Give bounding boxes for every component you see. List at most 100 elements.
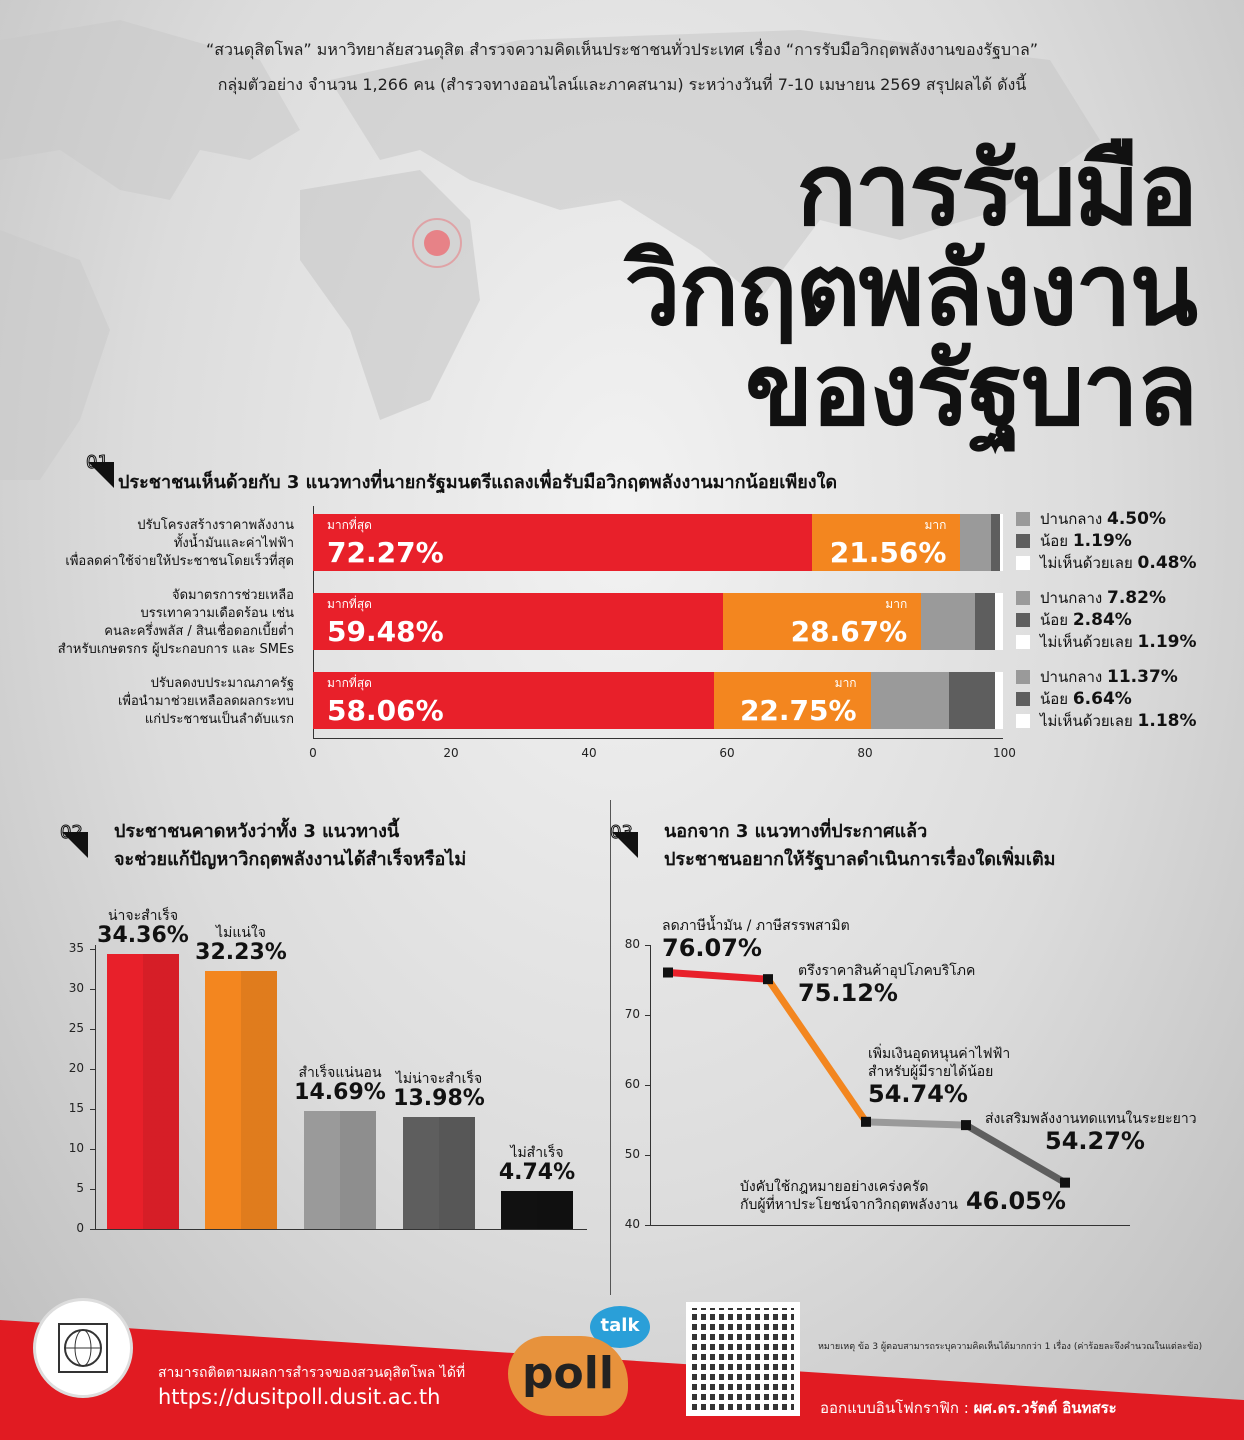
legend-label: ไม่เห็นด้วยเลย: [1040, 554, 1138, 572]
point-label: ลดภาษีน้ำมัน / ภาษีสรรพสามิต 76.07%: [662, 917, 850, 961]
legend-item: ไม่เห็นด้วยเลย 0.48%: [1016, 552, 1197, 574]
point-value-label: 54.27%: [1045, 1127, 1145, 1155]
category-label: ปรับลดงบประมาณภาครัฐ เพื่อนำมาช่วยเหลือลด…: [0, 675, 294, 729]
bar-category-label: ไม่น่าจะสำเร็จ: [395, 1071, 483, 1088]
bar-segment-3: [975, 593, 995, 650]
y-axis: [650, 945, 651, 1226]
header-line-1: “สวนดุสิตโพล” มหาวิทยาลัยสวนดุสิต สำรวจค…: [205, 40, 1039, 59]
point-category-label: ตรึงราคาสินค้าอุปโภคบริโภค: [798, 962, 975, 980]
legend-label: ไม่เห็นด้วยเลย: [1040, 633, 1138, 651]
y-tick-label: 5: [76, 1181, 84, 1195]
legend-label: ปานกลาง: [1040, 589, 1107, 607]
point-category-line: สำหรับผู้มีรายได้น้อย: [868, 1064, 994, 1080]
y-tick-label: 35: [68, 941, 84, 955]
y-tick: [645, 1155, 650, 1156]
bar-value-label: 34.36%: [97, 923, 189, 949]
data-point: [763, 974, 773, 985]
bar-segment-1: มาก 28.67%: [723, 593, 922, 650]
bar-label: น่าจะสำเร็จ 34.36%: [83, 908, 203, 948]
section-03-title-line: นอกจาก 3 แนวทางที่ประกาศแล้ว: [664, 821, 928, 842]
y-tick-label: 10: [68, 1141, 84, 1155]
point-category-label: ส่งเสริมพลังงานทดแทนในระยะยาว: [985, 1110, 1197, 1128]
designer-label: ออกแบบอินโฟกราฟิก :: [820, 1399, 974, 1417]
category-label-line: บรรเทาความเดือดร้อน เช่น: [140, 606, 295, 621]
legend-value: 4.50%: [1107, 509, 1166, 529]
y-tick-label: 80: [624, 937, 640, 951]
bar-segment-1: มาก 22.75%: [713, 672, 871, 729]
point-category-line: เพิ่มเงินอุดหนุนค่าไฟฟ้า: [868, 1046, 1011, 1062]
legend-item: น้อย 2.84%: [1016, 609, 1132, 631]
bar-value-label: 13.98%: [393, 1086, 485, 1112]
legend-swatch: [1016, 692, 1030, 706]
website-link[interactable]: https://dusitpoll.dusit.ac.th: [158, 1385, 441, 1409]
category-label-line: สำหรับเกษตรกร ผู้ประกอบการ และ SMEs: [57, 642, 294, 657]
axis-line: [313, 738, 1003, 739]
bar: [501, 1191, 573, 1229]
divider: [610, 800, 611, 1295]
x-axis: [650, 1225, 1130, 1226]
bar-label: ไม่สำเร็จ 4.74%: [477, 1145, 597, 1185]
y-tick: [90, 949, 95, 950]
bar-category-label: น่าจะสำเร็จ: [107, 908, 179, 925]
legend-label: น้อย: [1040, 611, 1073, 629]
title-line-3: ของรัฐบาล: [744, 331, 1198, 448]
point-category-line: ลดภาษีน้ำมัน / ภาษีสรรพสามิต: [662, 918, 850, 934]
bar-segment-value-label: 22.75%: [739, 694, 857, 727]
x-tick-label: 80: [857, 746, 873, 760]
location-marker: [424, 230, 450, 256]
legend-swatch: [1016, 534, 1030, 548]
category-label-line: ทั้งน้ำมันและค่าไฟฟ้า: [173, 536, 294, 551]
bar-segment-value-label: 59.48%: [327, 615, 444, 648]
bar-segment-series-label: มากที่สุด: [327, 597, 372, 611]
follow-text: สามารถติดตามผลการสำรวจของสวนดุสิตโพล ได้…: [158, 1365, 466, 1381]
legend-item: น้อย 1.19%: [1016, 530, 1132, 552]
bar-category-label: สำเร็จแน่นอน: [298, 1065, 382, 1082]
line-segment: [865, 1118, 967, 1129]
y-tick: [90, 989, 95, 990]
bar-label: ไม่แน่ใจ 32.23%: [181, 925, 301, 965]
x-tick-label: 0: [309, 746, 317, 760]
y-tick: [90, 1029, 95, 1030]
legend-swatch: [1016, 714, 1030, 728]
legend-item: ไม่เห็นด้วยเลย 1.19%: [1016, 631, 1197, 653]
title-line-2: วิกฤตพลังงาน: [624, 231, 1198, 348]
category-label-line: คนละครึ่งพลัส / สินเชื่อดอกเบี้ยต่ำ: [104, 624, 294, 639]
bar-label: สำเร็จแน่นอน 14.69%: [280, 1065, 400, 1105]
y-tick-label: 0: [76, 1221, 84, 1235]
y-tick-label: 40: [624, 1217, 640, 1231]
bar-value-label: 14.69%: [294, 1080, 386, 1106]
bar: [304, 1111, 376, 1229]
bar-segment-series-label: มาก: [834, 676, 857, 690]
legend-swatch: [1016, 670, 1030, 684]
world-map-background: [0, 20, 1100, 480]
legend-item: ปานกลาง 11.37%: [1016, 666, 1178, 688]
data-point: [861, 1116, 871, 1127]
category-label: ปรับโครงสร้างราคาพลังงาน ทั้งน้ำมันและค่า…: [0, 517, 294, 571]
bar-segment-1: มาก 21.56%: [811, 514, 961, 571]
x-tick-label: 60: [719, 746, 735, 760]
line-segment: [667, 969, 769, 983]
section-marker-icon: [612, 832, 638, 858]
y-tick: [90, 1189, 95, 1190]
y-tick-label: 70: [624, 1007, 640, 1021]
point-category-label: เพิ่มเงินอุดหนุนค่าไฟฟ้าสำหรับผู้มีรายได…: [868, 1045, 1010, 1081]
bar-segment-2: [960, 514, 992, 571]
designer-name: ผศ.ดร.วรัตต์ อินทสระ: [973, 1399, 1117, 1417]
bar-value-label: 32.23%: [195, 940, 287, 966]
point-value-label: 46.05%: [965, 1187, 1066, 1215]
section-marker-icon: [62, 832, 88, 858]
legend-label: ปานกลาง: [1040, 668, 1107, 686]
globe-icon: [58, 1323, 108, 1373]
qr-code[interactable]: [686, 1302, 800, 1416]
legend-item: น้อย 6.64%: [1016, 688, 1132, 710]
y-axis: [95, 945, 96, 1230]
legend-swatch: [1016, 635, 1030, 649]
section-number: 03: [610, 822, 634, 844]
point-category-line: บังคับใช้กฎหมายอย่างเคร่งครัด: [740, 1179, 929, 1195]
legend-value: 1.19%: [1072, 531, 1132, 551]
bar-segment-0: มากที่สุด 58.06%: [313, 672, 714, 729]
x-axis: [95, 1229, 587, 1230]
legend-value: 1.19%: [1137, 632, 1197, 652]
point-value-label: 76.07%: [662, 934, 762, 962]
y-tick-label: 60: [624, 1077, 640, 1091]
